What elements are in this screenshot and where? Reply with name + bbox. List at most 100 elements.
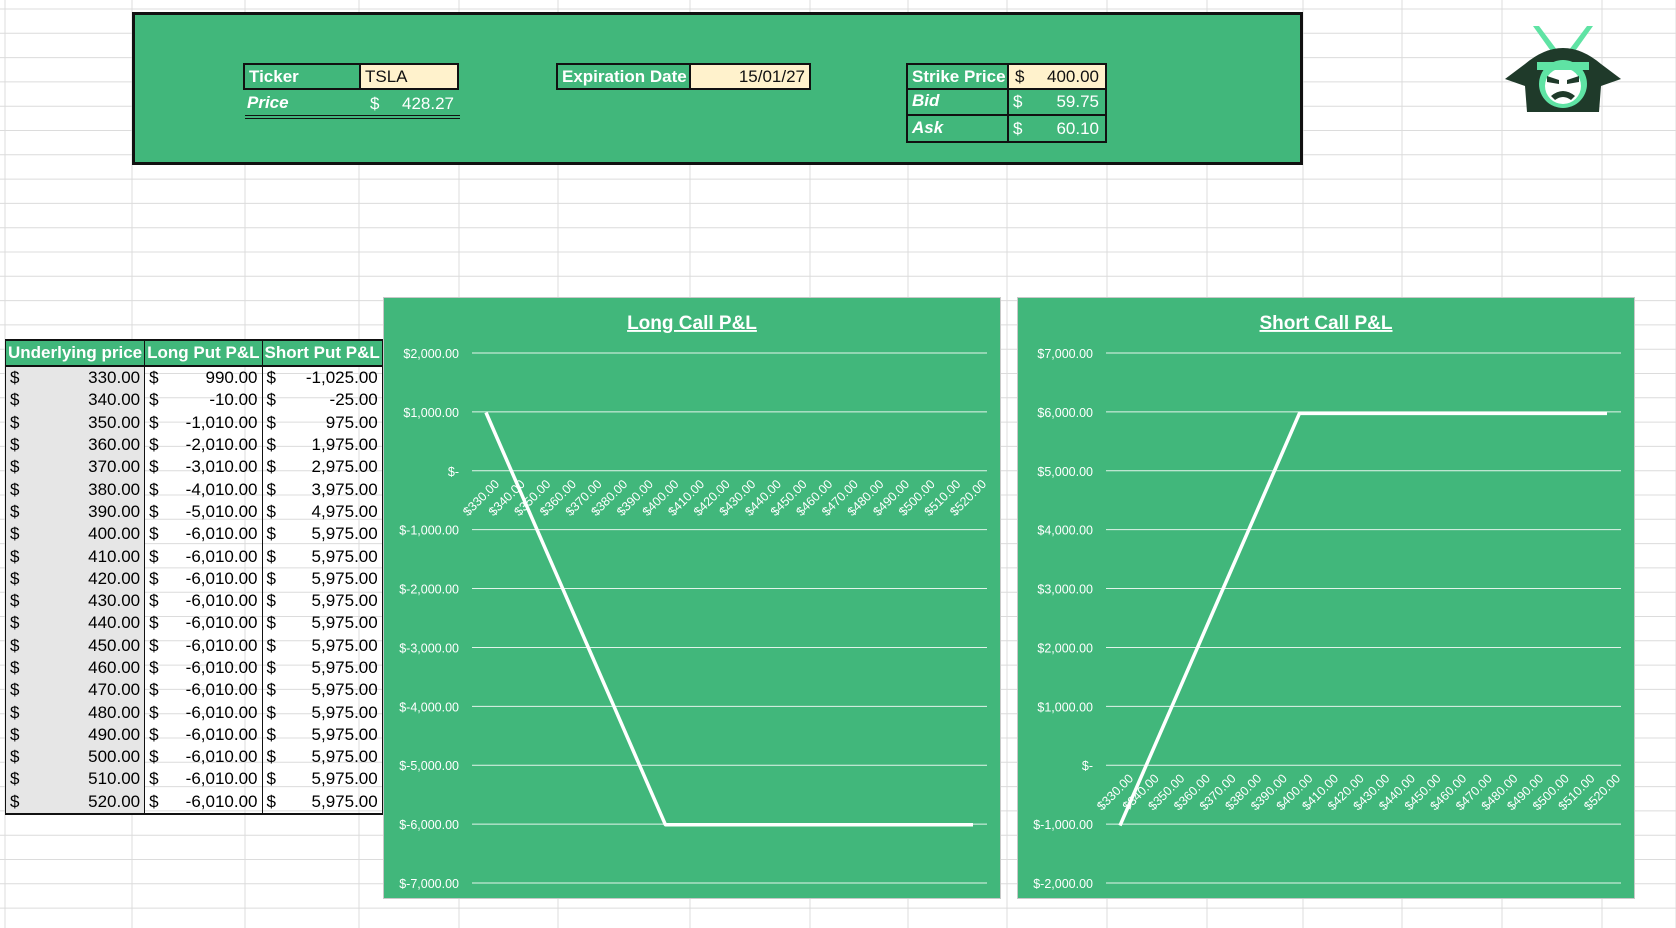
short-put-pl-cell[interactable]: $5,975.00 <box>262 656 383 680</box>
short-put-pl-cell[interactable]: $5,975.00 <box>262 746 383 769</box>
underlying-price-cell[interactable]: $500.00 <box>4 746 146 769</box>
short-put-pl-cell[interactable]: $5,975.00 <box>262 768 383 791</box>
underlying-price-cell[interactable]: $390.00 <box>4 500 146 524</box>
long-put-pl-cell[interactable]: $ -6,010.00 <box>144 679 263 702</box>
long-put-pl-cell[interactable]: $ -6,010.00 <box>144 790 263 815</box>
underlying-price-cell[interactable]: $370.00 <box>4 456 146 479</box>
long-put-pl-cell[interactable]: $ -3,010.00 <box>144 456 263 479</box>
long-put-pl-cell[interactable]: $ -6,010.00 <box>144 746 263 769</box>
short-put-pl-cell[interactable]: $5,975.00 <box>262 523 383 546</box>
cell-value: -6,010.00 <box>185 658 258 677</box>
underlying-price-cell[interactable]: $490.00 <box>4 723 146 747</box>
underlying-price-cell[interactable]: $460.00 <box>4 656 146 680</box>
long-put-pl-cell[interactable]: $990.00 <box>144 366 263 390</box>
underlying-price-cell[interactable]: $520.00 <box>4 790 146 815</box>
underlying-price-cell[interactable]: $400.00 <box>4 523 146 546</box>
long-put-pl-cell[interactable]: $ -6,010.00 <box>144 589 263 613</box>
cell-value: -10.00 <box>209 390 258 410</box>
short-put-pl-cell[interactable]: $5,975.00 <box>262 634 383 657</box>
underlying-price-cell[interactable]: $330.00 <box>4 366 146 390</box>
long-put-pl-cell[interactable]: $ -2,010.00 <box>144 433 263 457</box>
bid-label: Bid <box>906 89 1009 116</box>
table-row: $330.00 $990.00 $ -1,025.00 <box>4 366 383 390</box>
y-tick-label: $-1,000.00 <box>399 524 459 538</box>
short-put-pl-cell[interactable]: $5,975.00 <box>262 612 383 635</box>
y-tick-label: $-3,000.00 <box>399 641 459 655</box>
short-put-pl-cell[interactable]: $5,975.00 <box>262 679 383 702</box>
short-put-pl-cell[interactable]: $5,975.00 <box>262 545 383 568</box>
short-put-pl-cell[interactable]: $1,975.00 <box>262 433 383 457</box>
y-tick-label: $2,000.00 <box>1037 641 1093 655</box>
short-put-pl-cell[interactable]: $5,975.00 <box>262 701 383 724</box>
ticker-input[interactable]: TSLA <box>359 63 459 90</box>
pl-table: Underlying price Long Put P&L Short Put … <box>4 339 383 815</box>
expiration-date-input[interactable]: 15/01/27 <box>689 63 811 90</box>
cell-currency: $ <box>149 613 159 633</box>
underlying-price-cell[interactable]: $360.00 <box>4 433 146 457</box>
short-put-pl-cell[interactable]: $2,975.00 <box>262 456 383 479</box>
underlying-price-cell[interactable]: $450.00 <box>4 634 146 657</box>
long-put-pl-cell[interactable]: $ -6,010.00 <box>144 768 263 791</box>
cell-value: -6,010.00 <box>185 568 258 588</box>
underlying-price-cell[interactable]: $470.00 <box>4 679 146 702</box>
underlying-price-cell[interactable]: $350.00 <box>4 411 146 434</box>
table-row: $410.00 $ -6,010.00 $5,975.00 <box>4 545 383 568</box>
cell-currency: $ <box>266 412 276 432</box>
col-header-long-put: Long Put P&L <box>144 339 263 367</box>
underlying-price-cell[interactable]: $420.00 <box>4 567 146 590</box>
short-put-pl-cell[interactable]: $ -1,025.00 <box>262 366 383 390</box>
underlying-price-cell[interactable]: $410.00 <box>4 545 146 568</box>
cell-value: -3,010.00 <box>185 457 258 477</box>
short-call-chart[interactable]: Short Call P&L $7,000.00 $6,000.00 $5,000.0… <box>1017 297 1635 899</box>
underlying-price-cell[interactable]: $440.00 <box>4 612 146 635</box>
cell-currency: $ <box>266 635 276 655</box>
strike-currency: $ <box>1015 66 1025 86</box>
long-put-pl-cell[interactable]: $ -6,010.00 <box>144 656 263 680</box>
cell-currency: $ <box>149 747 159 767</box>
y-tick-label: $-7,000.00 <box>399 877 459 891</box>
long-put-pl-cell[interactable]: $ -5,010.00 <box>144 500 263 524</box>
underlying-price-cell[interactable]: $510.00 <box>4 768 146 791</box>
cell-currency: $ <box>149 501 159 521</box>
long-put-pl-cell[interactable]: $ -4,010.00 <box>144 478 263 501</box>
cell-value: 430.00 <box>88 591 141 611</box>
long-put-pl-cell[interactable]: $ -6,010.00 <box>144 612 263 635</box>
cell-value: 500.00 <box>88 747 141 767</box>
y-tick-label: $- <box>1082 759 1093 773</box>
short-put-pl-cell[interactable]: $3,975.00 <box>262 478 383 501</box>
short-put-pl-cell[interactable]: $5,975.00 <box>262 589 383 613</box>
cell-value: -6,010.00 <box>185 635 258 655</box>
short-put-pl-cell[interactable]: $ -25.00 <box>262 389 383 412</box>
short-put-pl-cell[interactable]: $5,975.00 <box>262 723 383 747</box>
table-row: $520.00 $ -6,010.00 $5,975.00 <box>4 790 383 815</box>
long-put-pl-cell[interactable]: $ -10.00 <box>144 389 263 412</box>
cell-value: 360.00 <box>88 435 141 455</box>
long-put-pl-cell[interactable]: $ -6,010.00 <box>144 567 263 590</box>
short-put-pl-cell[interactable]: $975.00 <box>262 411 383 434</box>
short-put-pl-cell[interactable]: $4,975.00 <box>262 500 383 524</box>
bid-amount: 59.75 <box>1056 91 1099 111</box>
cell-currency: $ <box>10 390 20 410</box>
underlying-price-cell[interactable]: $430.00 <box>4 589 146 613</box>
cell-currency: $ <box>266 658 276 677</box>
bid-value: $ 59.75 <box>1007 89 1107 116</box>
long-put-pl-cell[interactable]: $ -6,010.00 <box>144 634 263 657</box>
y-tick-label: $5,000.00 <box>1037 465 1093 479</box>
short-put-pl-cell[interactable]: $5,975.00 <box>262 790 383 815</box>
long-put-pl-cell[interactable]: $ -6,010.00 <box>144 723 263 747</box>
cell-value: -1,025.00 <box>305 368 378 388</box>
short-put-pl-cell[interactable]: $5,975.00 <box>262 567 383 590</box>
long-put-pl-cell[interactable]: $ -6,010.00 <box>144 523 263 546</box>
underlying-price-cell[interactable]: $340.00 <box>4 389 146 412</box>
underlying-price-cell[interactable]: $380.00 <box>4 478 146 501</box>
long-put-pl-cell[interactable]: $ -6,010.00 <box>144 701 263 724</box>
long-put-pl-cell[interactable]: $ -1,010.00 <box>144 411 263 434</box>
long-call-chart[interactable]: Long Call P&L $2,000.00 $1,000.00 $- $-1,000… <box>383 297 1001 899</box>
long-put-pl-cell[interactable]: $ -6,010.00 <box>144 545 263 568</box>
strike-price-input[interactable]: $ 400.00 <box>1007 63 1107 90</box>
cell-currency: $ <box>266 501 276 521</box>
cell-value: 5,975.00 <box>311 613 378 633</box>
series-line <box>1118 411 1607 827</box>
underlying-price-cell[interactable]: $480.00 <box>4 701 146 724</box>
ask-currency: $ <box>1013 118 1023 138</box>
